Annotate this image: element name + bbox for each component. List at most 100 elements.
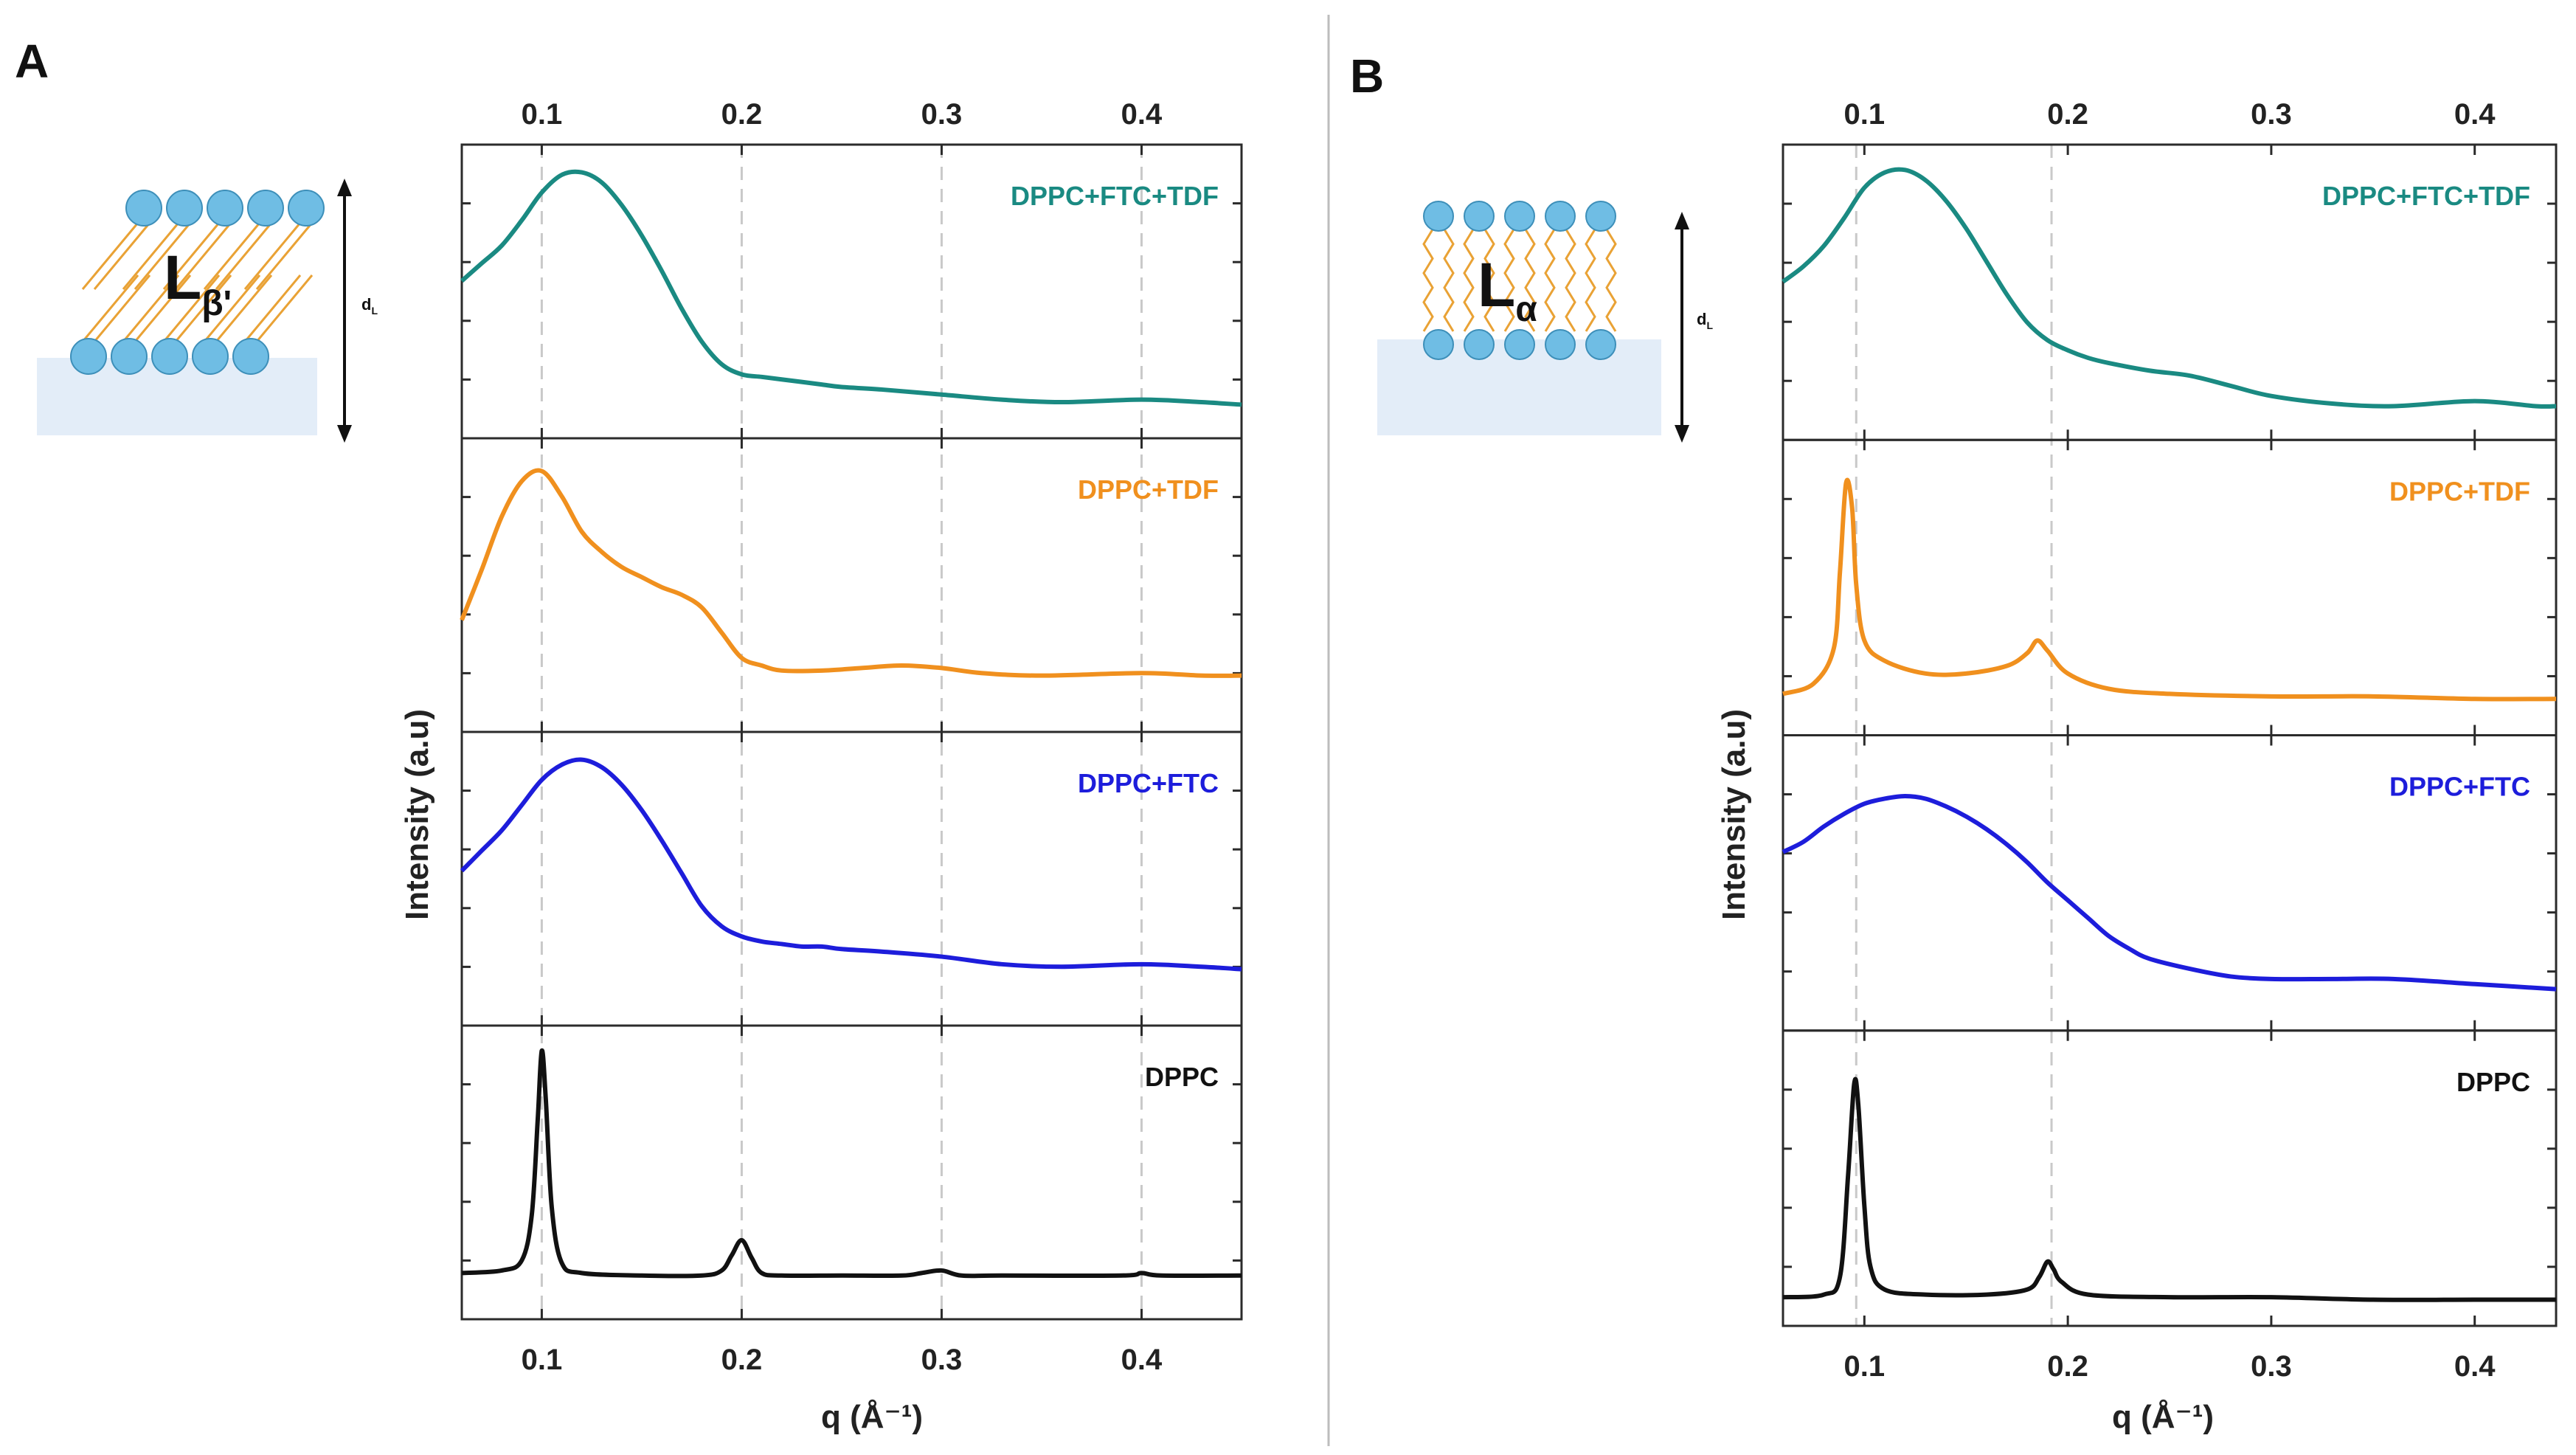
spacing-arrow-down-icon [337, 425, 352, 443]
lipid-tail [215, 274, 273, 342]
spacing-arrow-up-icon [1675, 212, 1689, 229]
lipid-tail [1524, 229, 1536, 332]
series-line-dppc-ftc-tdf [460, 169, 1242, 407]
series-line-dppc-ftc [460, 757, 1242, 972]
spacing-label-main: d [1697, 310, 1706, 328]
lipid-heads [1423, 201, 1616, 360]
lipid-head [1504, 329, 1535, 360]
lipid-head [1585, 201, 1616, 232]
spacing-label: dL [1697, 310, 1713, 331]
lipid-head [288, 190, 325, 227]
lipid-head [1464, 329, 1495, 360]
y-axis-title: Intensity (a.u) [1716, 709, 1752, 920]
lipid-tail [162, 222, 221, 290]
plot-area-b: 0.1 0.1 0.2 0.2 0.3 0.3 0.4 0.4 DPPC+FTC+TDF DPPC… [1782, 98, 2558, 1383]
lipid-head [1545, 201, 1576, 232]
lipid-tail [203, 274, 261, 342]
series-line-dppc [1782, 1076, 2556, 1302]
lipid-tail [1565, 229, 1576, 332]
lipid-tail [1503, 229, 1515, 332]
lipid-tail [243, 274, 302, 342]
gel-phase-schematic: Lβ' dL [37, 179, 378, 443]
lipid-head [192, 338, 229, 375]
lipid-tails [81, 222, 314, 342]
phase-label: Lα [1478, 250, 1537, 329]
x-axis-title: q (Å⁻¹) [2112, 1399, 2214, 1435]
y-axis-title: Intensity (a.u) [399, 709, 435, 920]
fluid-phase-schematic: Lα dL [1377, 201, 1713, 443]
bottom-tick-label: 0.1 [522, 1344, 563, 1376]
lipid-tail [162, 274, 221, 342]
lipid-tail [122, 274, 180, 342]
top-tick-label: 0.1 [1844, 98, 1886, 131]
top-tick-label: 0.2 [2047, 98, 2088, 131]
lipid-head [232, 338, 269, 375]
bottom-tick-label: 0.1 [1844, 1350, 1886, 1383]
series-line-dppc-tdf [1782, 477, 2557, 702]
lipid-heads [70, 190, 325, 375]
lipid-tail [1585, 229, 1596, 332]
lipid-tail [243, 222, 302, 290]
series-label-dppc: DPPC [2456, 1067, 2530, 1097]
spacing-arrow-down-icon [1675, 425, 1689, 443]
top-tick-label: 0.4 [1121, 98, 1163, 131]
top-tick-label: 0.2 [721, 98, 763, 131]
series-label-dppc-ftc-tdf: DPPC+FTC+TDF [2322, 181, 2530, 211]
panel-b: B Lα dL Intensity (a.u) q (Å⁻¹) 0.10.10.… [1350, 49, 2558, 1435]
plot-area-a: 0.1 0.1 0.2 0.2 0.3 0.3 0.4 0.4 DPPC+FTC+TDF DPPC… [460, 98, 1243, 1376]
top-tick-label: 0.1 [522, 98, 563, 131]
lipid-tail [93, 222, 151, 290]
spacing-label-main: d [361, 295, 371, 314]
x-axis-title: q (Å⁻¹) [821, 1399, 923, 1435]
lipid-tail [174, 222, 232, 290]
series-label-dppc-tdf: DPPC+TDF [2389, 476, 2530, 506]
lipid-head [1423, 201, 1454, 232]
top-tick-label: 0.3 [2251, 98, 2292, 131]
panel-a: A Lβ' dL Intensity (a.u) q (Å⁻¹) 0.10.10… [15, 35, 1243, 1435]
series-label-dppc: DPPC [1145, 1062, 1219, 1092]
series-line-dppc-tdf [460, 468, 1242, 678]
lipid-tail [255, 274, 314, 342]
lipid-tail [122, 222, 180, 290]
lipid-head [1545, 329, 1576, 360]
bottom-tick-label: 0.3 [2251, 1350, 2292, 1383]
lipid-head [151, 338, 188, 375]
lipid-tail [1422, 229, 1434, 332]
lipid-tail [1463, 229, 1475, 332]
lipid-head [166, 190, 203, 227]
lipid-tail [81, 222, 139, 290]
series-label-dppc-ftc: DPPC+FTC [2389, 772, 2530, 802]
lipid-head [111, 338, 148, 375]
lipid-head [1423, 329, 1454, 360]
lipid-tail [215, 222, 273, 290]
spacing-arrow-up-icon [337, 179, 352, 196]
subplot-frame-dppc [460, 1024, 1243, 1321]
lipid-head [1464, 201, 1495, 232]
spacing-label: dL [361, 295, 378, 317]
panel-letter-a: A [15, 35, 49, 88]
series-line-dppc-ftc [1782, 794, 2557, 992]
lipid-head [247, 190, 284, 227]
series-label-dppc-tdf: DPPC+TDF [1078, 474, 1219, 505]
lipid-tail [174, 274, 232, 342]
phase-label-main: L [1478, 250, 1515, 319]
lipid-tail [1483, 229, 1495, 332]
phase-label-sub: β' [201, 284, 232, 323]
phase-label: Lβ' [164, 243, 232, 323]
phase-label-main: L [164, 243, 201, 312]
top-tick-label: 0.4 [2454, 98, 2496, 131]
lipid-tail [255, 222, 314, 290]
series-line-dppc-ftc-tdf [1782, 167, 2557, 409]
lipid-tail [93, 274, 151, 342]
lipid-tail [1544, 229, 1556, 332]
top-tick-label: 0.3 [921, 98, 963, 131]
lipid-tail [1443, 229, 1455, 332]
subplot-frame-dppc [1782, 1029, 2558, 1327]
lipid-tails [1422, 229, 1617, 332]
bottom-tick-label: 0.2 [2047, 1350, 2088, 1383]
lipid-head [70, 338, 107, 375]
lipid-tail [203, 222, 261, 290]
lipid-tail [134, 222, 192, 290]
